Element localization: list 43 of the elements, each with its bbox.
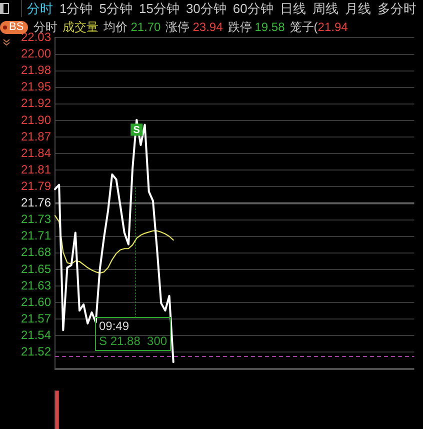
y-tick-label: 21.87 bbox=[20, 129, 52, 144]
text: 1分钟 bbox=[60, 1, 93, 16]
text: 跌停 bbox=[228, 20, 252, 34]
text: 笼子( bbox=[290, 20, 318, 34]
text: 日线 bbox=[280, 1, 306, 16]
text: 成交量 bbox=[62, 20, 99, 34]
y-tick-label: 21.60 bbox=[20, 294, 52, 309]
series-label: S bbox=[133, 124, 140, 136]
text: 分时 bbox=[34, 20, 58, 34]
text: 19.58 bbox=[254, 20, 285, 34]
text: 均价 bbox=[104, 20, 128, 34]
y-tick-label: 21.68 bbox=[20, 245, 52, 260]
text: 周线 bbox=[312, 1, 338, 16]
text: 5分钟 bbox=[99, 1, 132, 16]
text: 60分钟 bbox=[232, 1, 274, 16]
text: 月线 bbox=[344, 1, 371, 16]
y-tick-label: 21.71 bbox=[20, 228, 52, 243]
text: 15分钟 bbox=[138, 1, 180, 16]
y-tick-label: 21.81 bbox=[20, 162, 52, 176]
text: 涨停 bbox=[166, 20, 190, 34]
text: 23.94 bbox=[192, 20, 223, 34]
y-tick-label: 21.84 bbox=[20, 146, 52, 160]
y-tick-label: 21.90 bbox=[20, 112, 52, 127]
y-tick-label: 21.52 bbox=[20, 344, 52, 359]
text: 21.94 bbox=[318, 20, 348, 34]
text: 21.70 bbox=[130, 20, 161, 34]
y-tick-label: 21.95 bbox=[20, 80, 52, 94]
y-tick-label: 21.76 bbox=[20, 196, 52, 210]
annotation: 09:49 bbox=[99, 319, 130, 334]
annotation: S 21.88 300 bbox=[99, 334, 168, 349]
y-tick-label: 21.54 bbox=[20, 328, 52, 342]
text: BS bbox=[9, 20, 24, 32]
y-tick-label: 21.57 bbox=[20, 311, 52, 326]
text: 多分时 bbox=[377, 1, 416, 16]
y-tick-label: 21.98 bbox=[20, 63, 52, 78]
text: 分时 bbox=[27, 1, 53, 16]
y-tick-label: 21.65 bbox=[20, 262, 52, 276]
y-tick-label: 21.92 bbox=[20, 96, 52, 110]
y-tick-label: 21.73 bbox=[20, 212, 52, 226]
text: 30分钟 bbox=[186, 1, 226, 16]
y-tick-label: 22.00 bbox=[20, 46, 52, 61]
y-tick-label: 21.79 bbox=[20, 179, 52, 194]
y-tick-label: 21.63 bbox=[20, 278, 52, 292]
